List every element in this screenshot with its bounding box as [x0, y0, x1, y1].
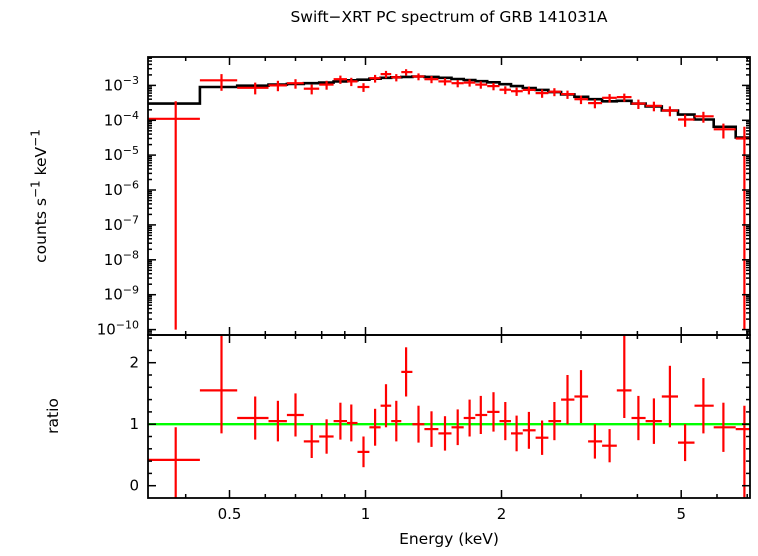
y-axis-label-counts: counts s−1 keV−1 [29, 129, 51, 263]
spectrum-data-series [148, 69, 750, 330]
y-tick-label-counts: 10−6 [104, 179, 139, 199]
x-tick-label: 1 [361, 505, 371, 523]
y-tick-label-counts: 10−3 [104, 74, 139, 94]
y-tick-label-counts: 10−8 [104, 249, 139, 269]
tick-labels: 10−3 10−4 10−5 10−6 10−7 10−8 10−9 10−10 0 1 2 0.5 1… [97, 74, 686, 523]
x-tick-label: 2 [497, 505, 507, 523]
y-tick-label-counts: 10−9 [104, 283, 139, 303]
y-tick-label-counts: 10−7 [104, 214, 139, 234]
model-series [148, 75, 750, 139]
chart-title: Swift−XRT PC spectrum of GRB 141031A [290, 8, 608, 26]
y-tick-label-ratio: 1 [129, 415, 139, 433]
y-tick-label-ratio: 0 [129, 477, 139, 495]
x-axis-label: Energy (keV) [399, 530, 499, 548]
x-tick-label: 0.5 [218, 505, 242, 523]
y-axis-label-ratio: ratio [44, 398, 62, 434]
x-tick-label: 5 [676, 505, 686, 523]
y-tick-label-counts: 10−4 [104, 109, 139, 129]
y-tick-label-ratio: 2 [129, 354, 139, 372]
axis-ticks [148, 57, 750, 498]
ratio-data-series [148, 335, 750, 498]
y-tick-label-counts: 10−5 [104, 144, 139, 164]
ratio-panel-content [148, 335, 750, 498]
axis-frame [147, 56, 751, 499]
y-tick-label-counts: 10−10 [97, 318, 139, 338]
